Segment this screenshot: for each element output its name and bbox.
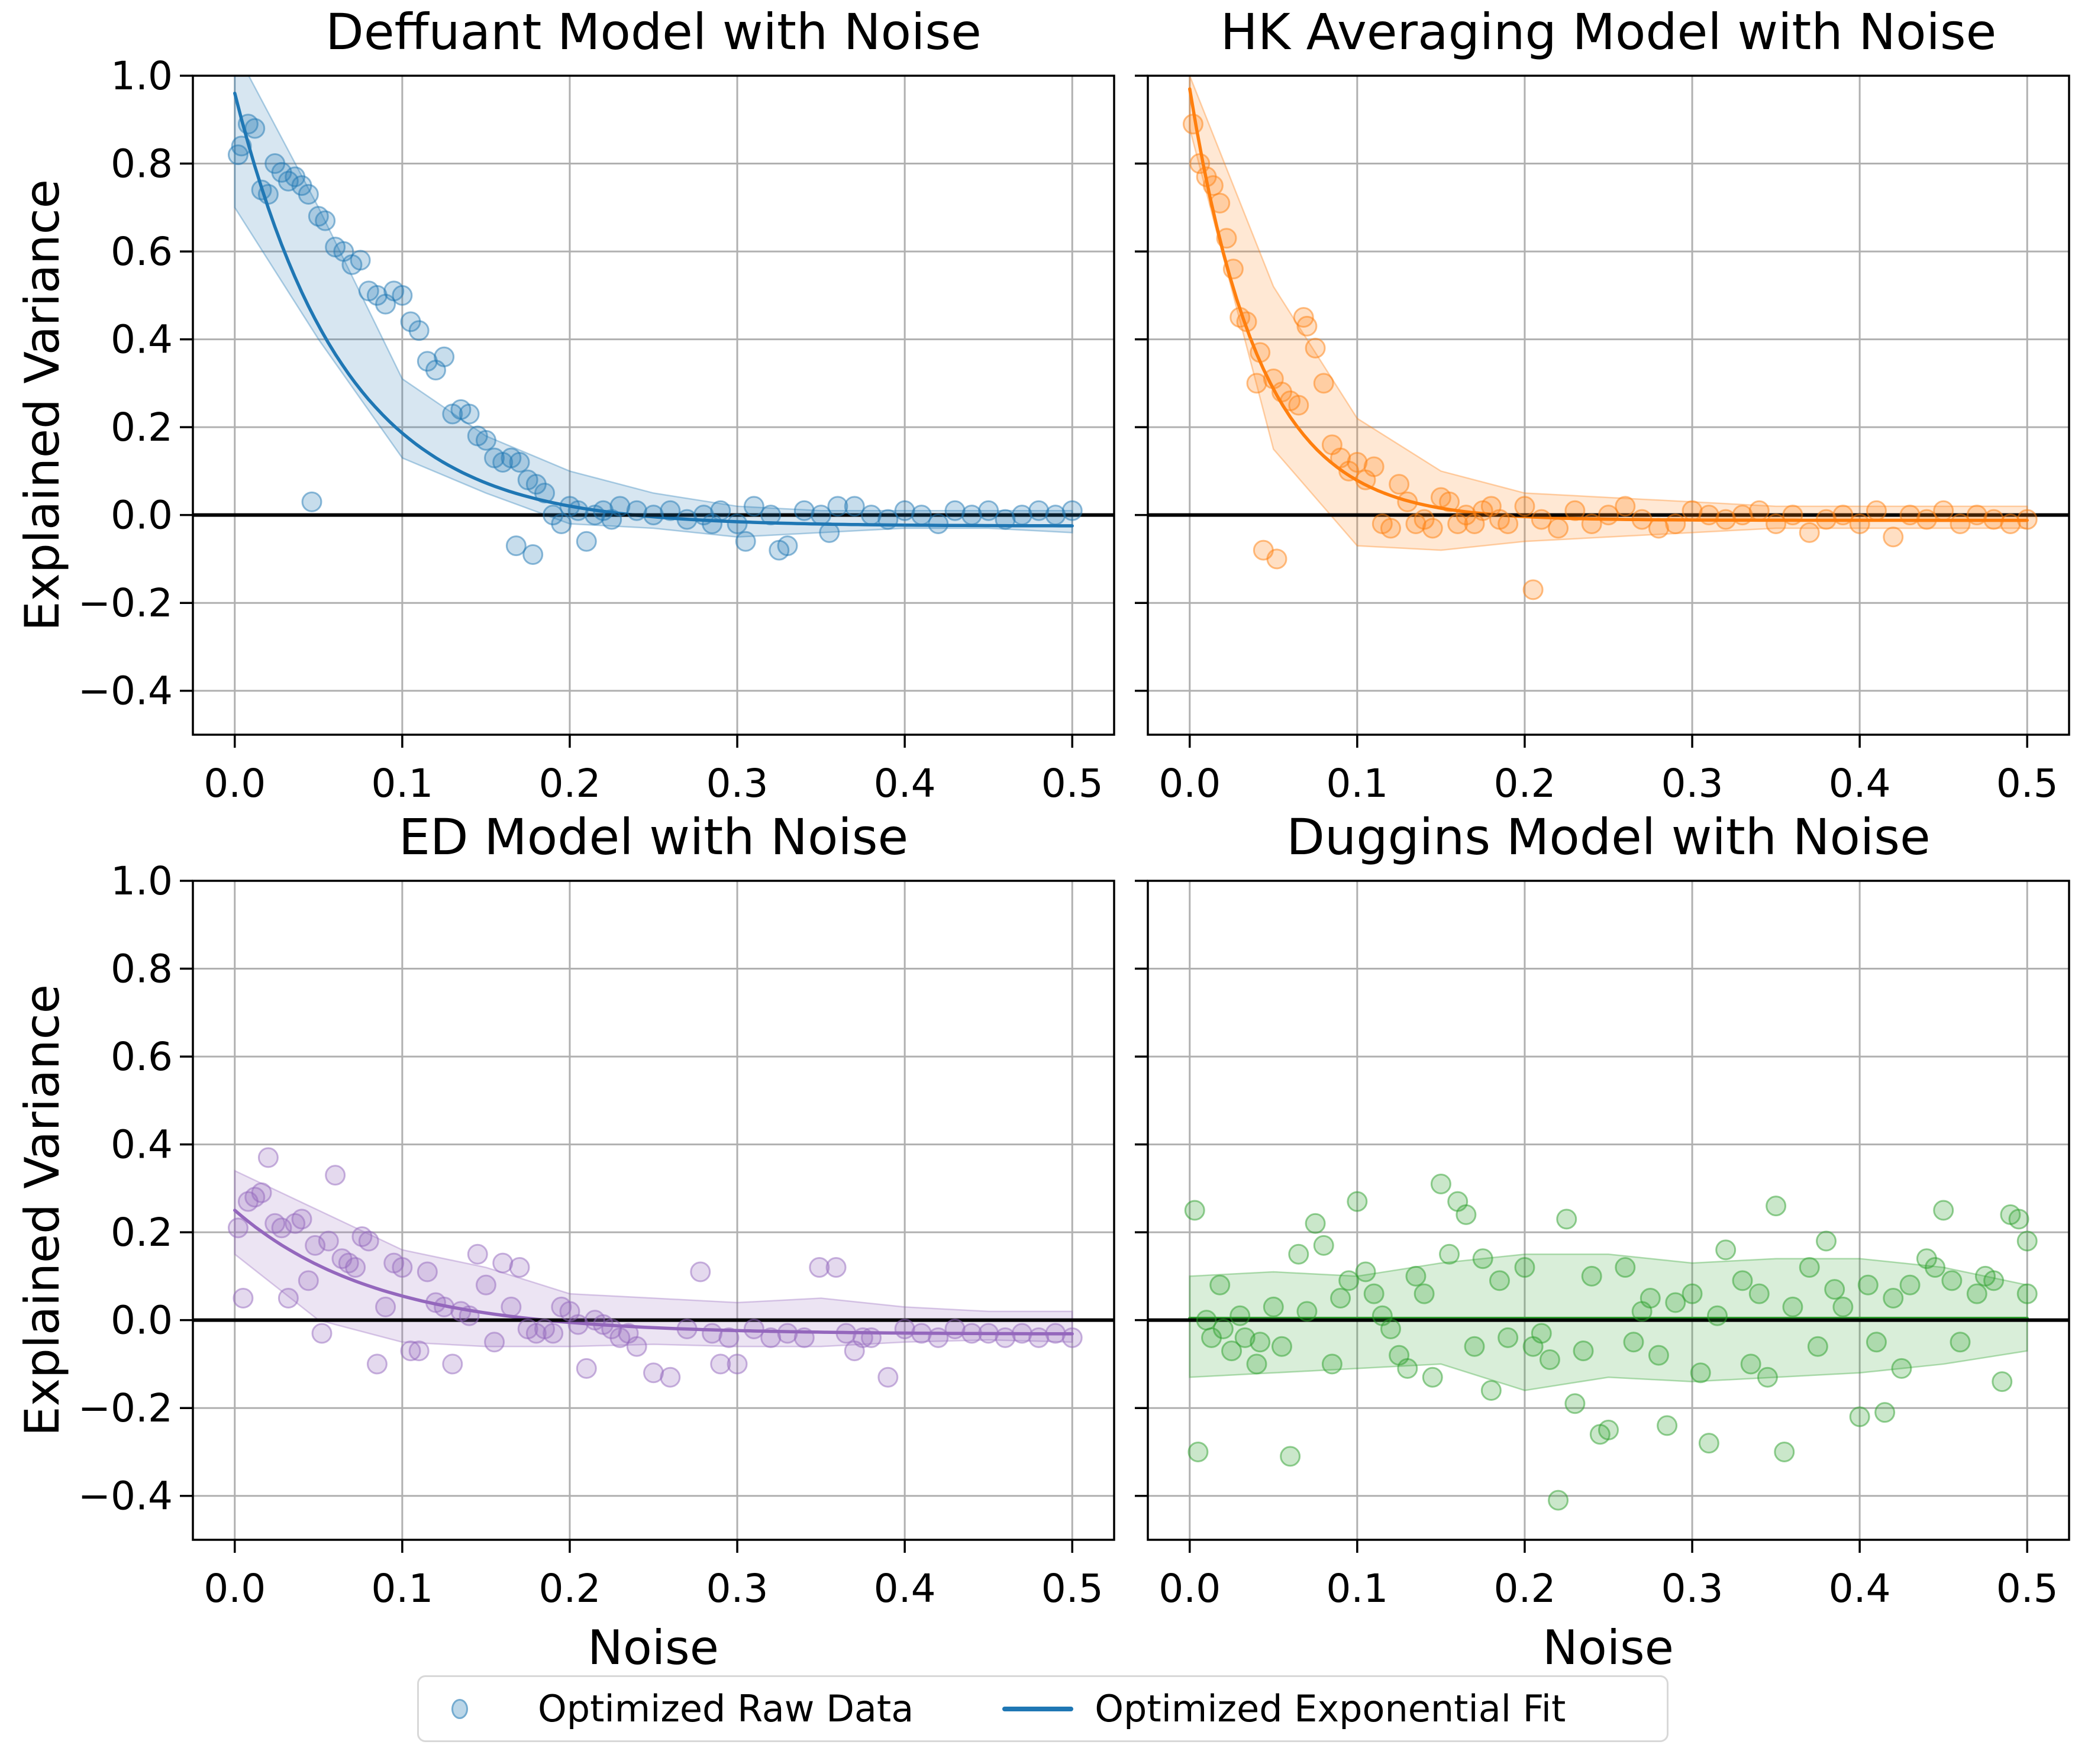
svg-text:−0.2: −0.2 <box>78 1385 173 1431</box>
legend: Optimized Raw Data Optimized Exponential… <box>417 1675 1669 1742</box>
subplot-hk: 0.0 0.1 0.2 0.3 0.4 0.5 <box>1135 75 2070 806</box>
fit-line-marker-icon <box>1002 1706 1074 1711</box>
legend-fit-label: Optimized Exponential Fit <box>1095 1687 1566 1730</box>
svg-text:0.2: 0.2 <box>538 761 601 806</box>
svg-text:0.8: 0.8 <box>111 141 173 187</box>
subplot-duggins: 0.0 0.1 0.2 0.3 0.4 0.5 <box>1135 880 2070 1611</box>
svg-text:0.0: 0.0 <box>1158 1566 1221 1611</box>
svg-text:0.5: 0.5 <box>1996 1566 2058 1611</box>
svg-text:0.2: 0.2 <box>1493 761 1555 806</box>
raw-data-marker-icon <box>451 1698 468 1719</box>
svg-text:−0.4: −0.4 <box>78 1474 173 1519</box>
svg-text:0.6: 0.6 <box>111 1034 173 1080</box>
svg-text:0.5: 0.5 <box>1041 761 1103 806</box>
svg-text:0.8: 0.8 <box>111 946 173 992</box>
hk-scatter <box>1182 114 2038 600</box>
subplot-deffuant: 0.0 0.1 0.2 0.3 0.4 0.5 1.0 0.8 0.6 0.4 0.2 0.0 −0.2… <box>78 53 1115 806</box>
svg-text:0.4: 0.4 <box>111 1122 173 1168</box>
duggins-scatter <box>1184 1173 2038 1511</box>
hk-fit-line <box>1188 87 2029 522</box>
svg-text:0.5: 0.5 <box>1041 1566 1103 1611</box>
y-axis-label-bottom-row: Explained Variance <box>15 984 70 1436</box>
subplot-title-deffuant: Deffuant Model with Noise <box>325 3 982 61</box>
x-axis-label-right: Noise <box>1542 1620 1674 1675</box>
svg-text:0.3: 0.3 <box>1661 761 1724 806</box>
svg-text:0.4: 0.4 <box>1829 761 1891 806</box>
svg-text:−0.2: −0.2 <box>78 580 173 626</box>
svg-text:0.4: 0.4 <box>874 1566 936 1611</box>
x-axis-label-left: Noise <box>588 1620 719 1675</box>
svg-text:0.3: 0.3 <box>706 761 769 806</box>
y-axis-label-top-row: Explained Variance <box>15 179 70 631</box>
svg-text:0.1: 0.1 <box>1326 1566 1388 1611</box>
svg-text:1.0: 1.0 <box>111 858 173 904</box>
svg-text:0.2: 0.2 <box>111 405 173 450</box>
svg-text:0.4: 0.4 <box>1829 1566 1891 1611</box>
subplot-ed: 0.0 0.1 0.2 0.3 0.4 0.5 1.0 0.8 0.6 0.4 0.2 0.0 −0.2… <box>78 858 1115 1611</box>
svg-text:0.0: 0.0 <box>111 493 173 538</box>
svg-text:0.0: 0.0 <box>111 1298 173 1343</box>
svg-text:0.2: 0.2 <box>1493 1566 1555 1611</box>
svg-text:0.4: 0.4 <box>874 761 936 806</box>
svg-text:1.0: 1.0 <box>111 53 173 99</box>
subplot-title-ed: ED Model with Noise <box>398 808 909 866</box>
svg-text:0.2: 0.2 <box>111 1210 173 1255</box>
svg-text:0.3: 0.3 <box>1661 1566 1724 1611</box>
svg-text:0.0: 0.0 <box>1158 761 1221 806</box>
svg-text:0.3: 0.3 <box>706 1566 769 1611</box>
ed-scatter <box>227 1147 1083 1388</box>
deffuant-scatter <box>227 114 1083 566</box>
svg-text:−0.4: −0.4 <box>78 668 173 714</box>
svg-text:0.6: 0.6 <box>111 229 173 274</box>
svg-text:0.4: 0.4 <box>111 317 173 363</box>
ed-fit-line <box>233 1209 1074 1336</box>
svg-text:0.1: 0.1 <box>371 761 433 806</box>
svg-text:0.0: 0.0 <box>204 761 266 806</box>
svg-text:0.2: 0.2 <box>538 1566 601 1611</box>
svg-text:0.0: 0.0 <box>204 1566 266 1611</box>
legend-raw-data-label: Optimized Raw Data <box>538 1687 914 1730</box>
svg-text:0.5: 0.5 <box>1996 761 2058 806</box>
svg-text:0.1: 0.1 <box>371 1566 433 1611</box>
subplot-title-hk: HK Averaging Model with Noise <box>1220 3 1997 61</box>
subplot-title-duggins: Duggins Model with Noise <box>1286 808 1931 866</box>
svg-text:0.1: 0.1 <box>1326 761 1388 806</box>
